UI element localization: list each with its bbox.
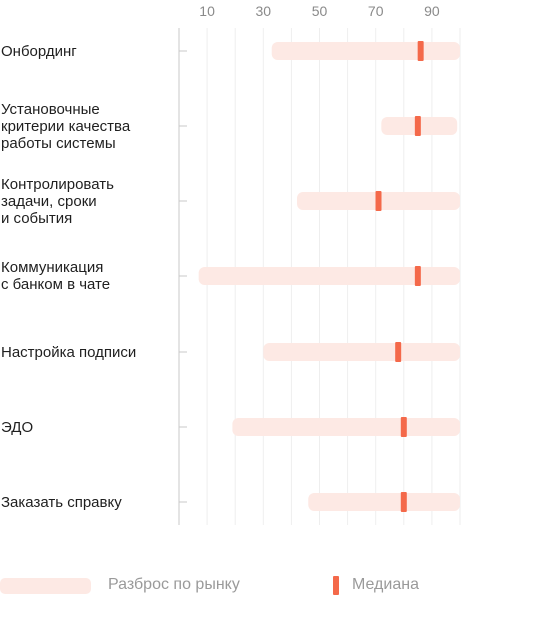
category-label: Онбординг [1, 42, 77, 60]
category-label: Заказать справку [1, 493, 122, 511]
legend-median-label: Медиана [352, 576, 419, 593]
range-bar [232, 418, 460, 436]
category-label: Коммуникация с банком в чате [1, 259, 111, 293]
median-marker [414, 116, 421, 136]
x-tick-label: 10 [199, 3, 215, 19]
median-marker [375, 191, 382, 211]
median-marker [400, 492, 407, 512]
median-marker [417, 41, 424, 61]
category-label: Контролировать задачи, сроки и события [1, 175, 114, 227]
legend-range-label: Разброс по рынку [108, 576, 240, 593]
category-label: Настройка подписи [1, 343, 137, 361]
chart-plot: 10 30 50 70 90 [178, 3, 461, 525]
legend: Разброс по рынку Медиана [0, 574, 550, 598]
range-bar [263, 343, 460, 361]
median-marker [414, 266, 421, 286]
range-bar [271, 42, 460, 60]
category-label: Установочные критерии качества работы си… [1, 100, 131, 152]
median-marker [395, 342, 402, 362]
legend-range-swatch [0, 578, 91, 594]
x-tick-label: 50 [312, 3, 328, 19]
x-tick-label: 70 [368, 3, 384, 19]
category-label: ЭДО [1, 418, 34, 436]
legend-median-swatch [333, 576, 339, 595]
median-marker [400, 417, 407, 437]
x-tick-label: 90 [424, 3, 440, 19]
x-tick-label: 30 [256, 3, 272, 19]
range-bar [198, 267, 461, 285]
range-bar [308, 493, 460, 511]
